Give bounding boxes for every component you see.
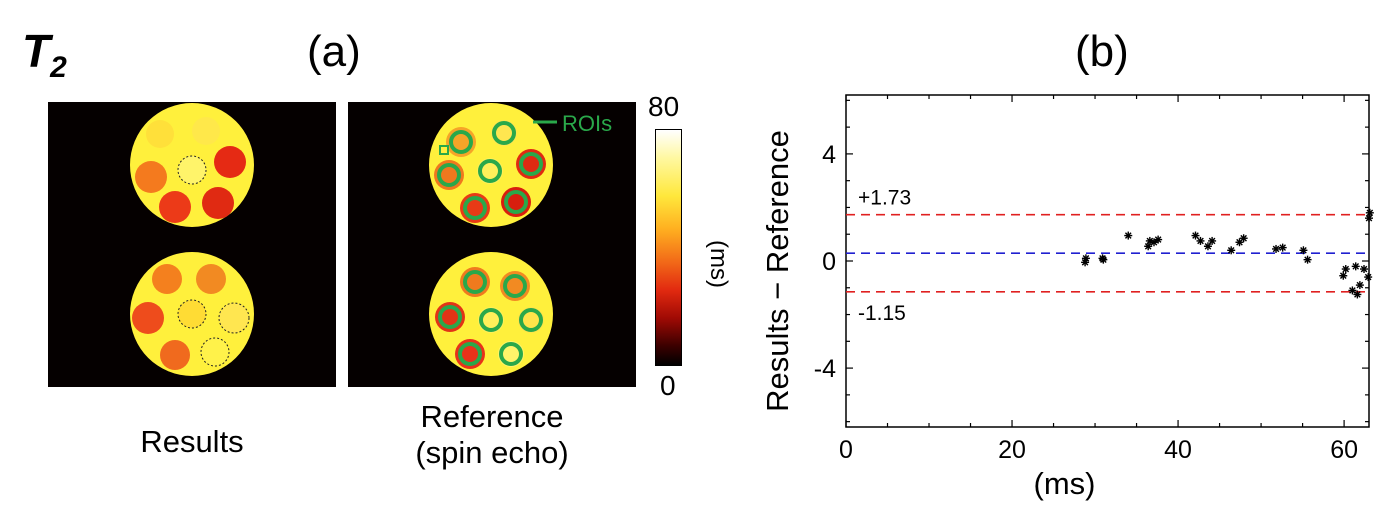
data-point <box>1303 255 1312 264</box>
colorbar-unit-label: (ms) <box>704 240 732 288</box>
y-tick-label: -4 <box>814 355 836 383</box>
data-point <box>1341 265 1350 274</box>
y-axis-label: Results − Reference <box>760 130 795 412</box>
reference-phantom-image: ROIs <box>429 103 612 376</box>
data-point <box>1355 281 1364 290</box>
roi-legend-label: ROIs <box>562 111 612 136</box>
roi-rings <box>437 121 543 366</box>
results-map <box>48 102 336 387</box>
y-tick-label: 4 <box>822 141 836 169</box>
x-tick-label: 0 <box>839 436 853 464</box>
data-point <box>1203 242 1212 251</box>
x-tick-label: 20 <box>998 436 1026 464</box>
upper-reference-label: +1.73 <box>858 187 911 210</box>
data-point <box>1360 265 1369 274</box>
data-point <box>1364 273 1373 282</box>
x-tick-label: 40 <box>1164 436 1192 464</box>
reference-caption-line2: (spin echo) <box>415 435 569 470</box>
panel-a-label: (a) <box>307 27 361 76</box>
data-point <box>1191 231 1200 240</box>
plot-frame <box>845 94 1370 428</box>
bland-altman-chart: 0 20 40 60 -4 0 4 +1.73 -1.15 Results − Referen… <box>760 94 1374 501</box>
quantity-label: T2 <box>22 25 67 84</box>
data-point <box>1099 255 1108 264</box>
data-point <box>1208 236 1217 245</box>
lower-reference-label: -1.15 <box>858 302 906 325</box>
data-point <box>1353 290 1362 299</box>
data-point <box>1299 246 1308 255</box>
colorbar <box>655 129 682 366</box>
data-point <box>1272 244 1281 253</box>
data-point <box>1339 271 1348 280</box>
data-point <box>1081 254 1090 263</box>
x-tick-label: 60 <box>1330 436 1358 464</box>
data-point <box>1239 234 1248 243</box>
data-point <box>1227 246 1236 255</box>
x-axis-label: (ms) <box>1034 466 1096 501</box>
reference-caption: Reference (spin echo) <box>372 399 612 471</box>
reference-caption-line1: Reference <box>420 399 564 434</box>
data-point <box>1196 236 1205 245</box>
data-point <box>1124 231 1133 240</box>
data-point <box>1278 243 1287 252</box>
colorbar-min-label: 0 <box>660 370 676 401</box>
data-point <box>1149 238 1158 247</box>
panel-b-label: (b) <box>1075 27 1129 76</box>
data-point <box>1365 214 1373 223</box>
colorbar-max-label: 80 <box>648 91 680 122</box>
reference-map: ROIs <box>348 102 636 387</box>
data-point <box>1154 235 1163 244</box>
results-phantom-image <box>130 103 254 376</box>
data-point <box>1351 262 1360 271</box>
y-tick-label: 0 <box>822 248 836 276</box>
results-caption: Results <box>140 424 244 459</box>
data-point <box>1235 238 1244 247</box>
roi-square-marker <box>439 145 449 155</box>
data-point <box>1365 208 1374 217</box>
